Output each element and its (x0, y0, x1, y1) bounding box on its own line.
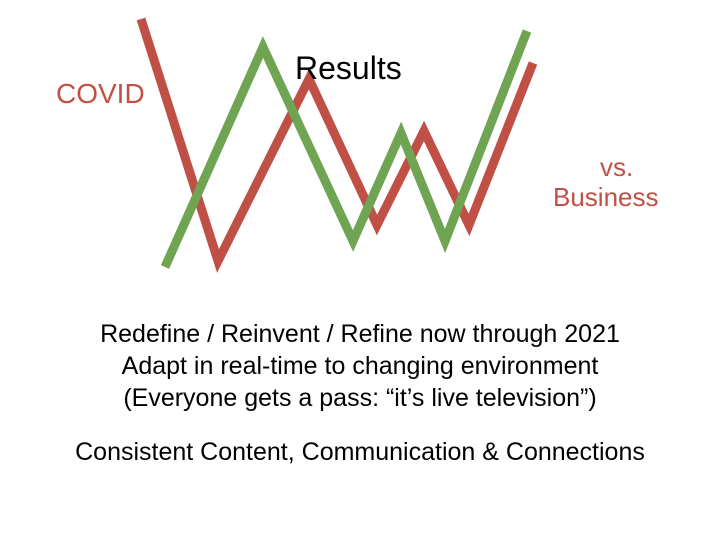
business-label: Business (553, 182, 659, 213)
results-label: Results (295, 50, 402, 87)
body-line-2: Adapt in real-time to changing environme… (0, 350, 720, 382)
covid-label: COVID (56, 78, 145, 110)
body-footer: Consistent Content, Communication & Conn… (0, 436, 720, 468)
body-line-1: Redefine / Reinvent / Refine now through… (0, 318, 720, 350)
vs-label: vs. (600, 152, 633, 183)
body-line-3: (Everyone gets a pass: “it’s live televi… (0, 382, 720, 414)
slide: COVID Results vs. Business Redefine / Re… (0, 0, 720, 540)
body-text-block: Redefine / Reinvent / Refine now through… (0, 318, 720, 468)
